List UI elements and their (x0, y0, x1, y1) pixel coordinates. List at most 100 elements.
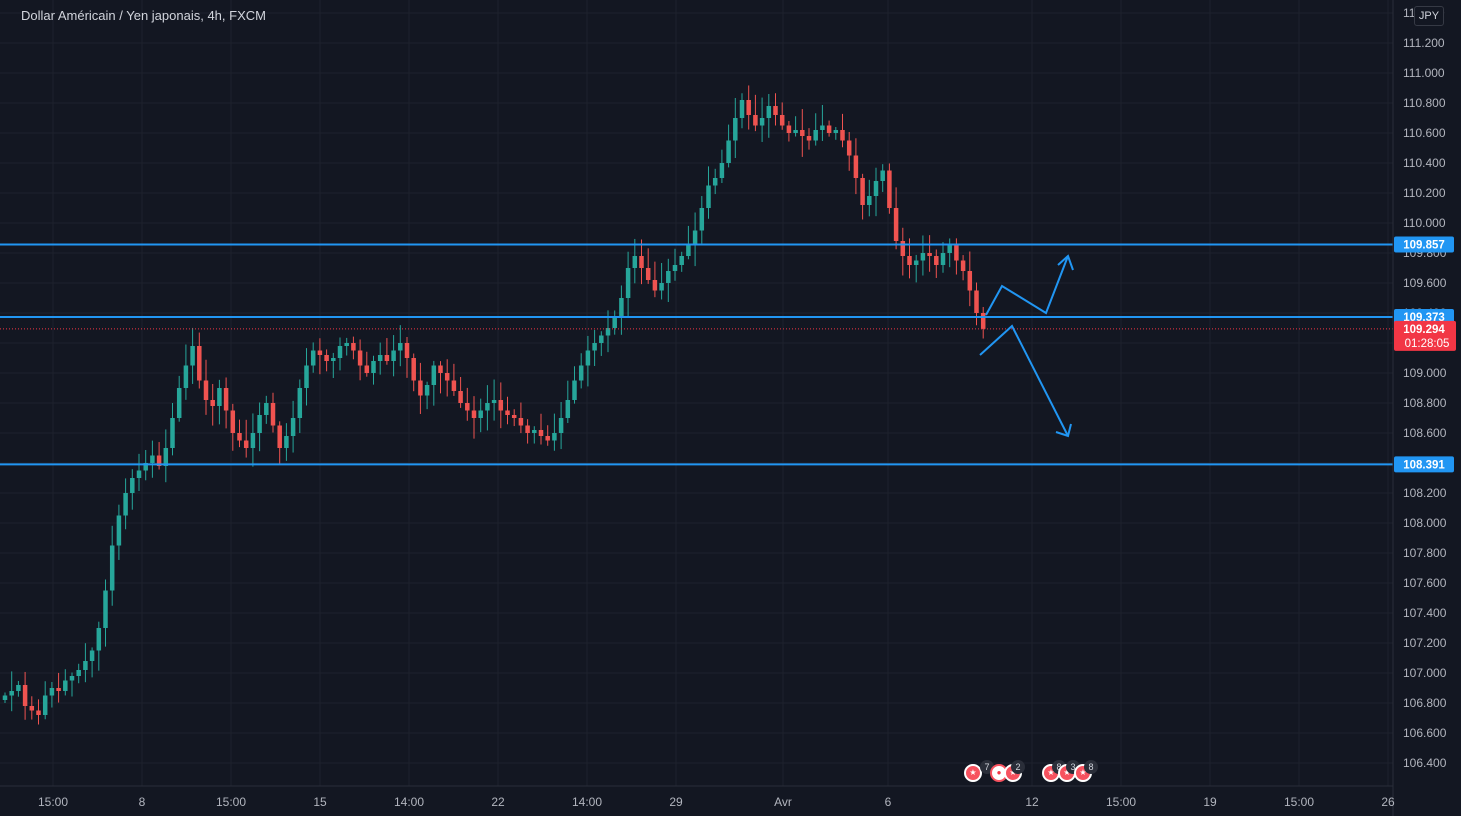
time-tick-label: 29 (669, 795, 683, 809)
current-price-tag (1394, 320, 1456, 351)
candle (451, 363, 457, 396)
candle (719, 149, 725, 184)
candle-body (887, 170, 892, 208)
candle (511, 409, 517, 427)
candle (833, 126, 839, 140)
candle (853, 138, 859, 195)
candle-body (947, 245, 952, 253)
candle (565, 380, 571, 424)
candle-body (572, 380, 577, 400)
candle (344, 337, 349, 356)
candle (264, 395, 269, 424)
candle (746, 85, 751, 130)
candle-body (652, 280, 658, 291)
candle (625, 251, 631, 318)
candle (324, 349, 329, 372)
candle-body (123, 493, 128, 516)
candle (42, 681, 48, 720)
candle (578, 353, 584, 389)
candle-body (9, 691, 14, 696)
currency-button[interactable]: JPY (1414, 6, 1444, 26)
candle-body (36, 710, 41, 715)
candle (980, 307, 986, 339)
candle (726, 124, 731, 168)
candle (619, 285, 624, 335)
candle-body (552, 433, 557, 441)
candle-body (83, 661, 88, 670)
candle-body (960, 260, 966, 271)
candle (846, 131, 852, 171)
us-flag-icon[interactable]: ★ (964, 764, 982, 782)
candle (190, 327, 195, 384)
bearish-arrowhead (1055, 423, 1072, 438)
candle-body (203, 380, 209, 400)
candle-body (639, 256, 644, 268)
candle-body (605, 328, 611, 336)
candle (766, 93, 772, 138)
candle (572, 366, 577, 404)
plot-area[interactable] (0, 0, 1393, 786)
candle-body (438, 365, 443, 373)
candle-body (746, 100, 751, 115)
candle (76, 663, 81, 684)
bar-countdown-text: 01:28:05 (1405, 338, 1450, 350)
candle (431, 360, 437, 406)
candle-body (498, 400, 504, 411)
candle-body (96, 628, 102, 651)
bullish-scenario-arrow[interactable] (985, 255, 1069, 316)
candle (49, 682, 55, 708)
candle (458, 376, 463, 408)
candle (753, 94, 758, 132)
candle (176, 375, 182, 422)
time-tick-label: 15:00 (38, 795, 68, 809)
candle (518, 402, 524, 434)
candle (639, 239, 644, 285)
candle (913, 254, 919, 283)
candle (103, 579, 108, 647)
candle-body (505, 410, 510, 415)
price-axis[interactable]: 106.400 106.600 106.800 107.000 107.200 107.4… (1403, 6, 1447, 770)
candle (525, 419, 530, 444)
price-tick-label: 111.000 (1403, 66, 1445, 80)
candle-body (331, 358, 336, 361)
candle (357, 339, 363, 381)
price-tick-label: 111.200 (1403, 36, 1445, 50)
candle (89, 647, 95, 678)
bearish-scenario-arrow[interactable] (979, 324, 1069, 437)
price-tick-label: 106.800 (1403, 696, 1447, 710)
time-axis[interactable]: 15:00 8 15:00 15 14:00 22 14:00 29 Avr 6 12 15:00 19… (38, 795, 1395, 809)
candle (478, 398, 483, 433)
candle-body (592, 343, 597, 351)
candle (270, 392, 276, 433)
candle-body (243, 440, 249, 448)
price-tick-label: 108.000 (1403, 516, 1447, 530)
candle (592, 329, 597, 366)
candle (243, 419, 249, 458)
candle-body (900, 241, 906, 256)
candle (666, 258, 671, 302)
candle (130, 469, 135, 510)
price-tick-label: 110.200 (1403, 186, 1446, 200)
candle-body (545, 436, 550, 441)
bullish-arrowhead (1057, 254, 1074, 271)
price-tick-label: 108.800 (1403, 396, 1447, 410)
candle-body (766, 106, 772, 118)
candle (920, 235, 926, 276)
candle-body (56, 688, 61, 691)
time-tick-label: 15:00 (216, 795, 246, 809)
candle (538, 413, 544, 445)
candle (109, 525, 115, 606)
candle (545, 425, 550, 446)
candle (183, 344, 189, 400)
candle (599, 331, 604, 356)
candle (136, 453, 142, 492)
candle-body (29, 706, 35, 711)
candle (398, 325, 403, 367)
candle (880, 164, 885, 192)
candle (471, 396, 477, 439)
candle-body (270, 403, 276, 426)
candle-body (418, 380, 423, 396)
candle (552, 413, 557, 451)
candle (947, 238, 952, 268)
